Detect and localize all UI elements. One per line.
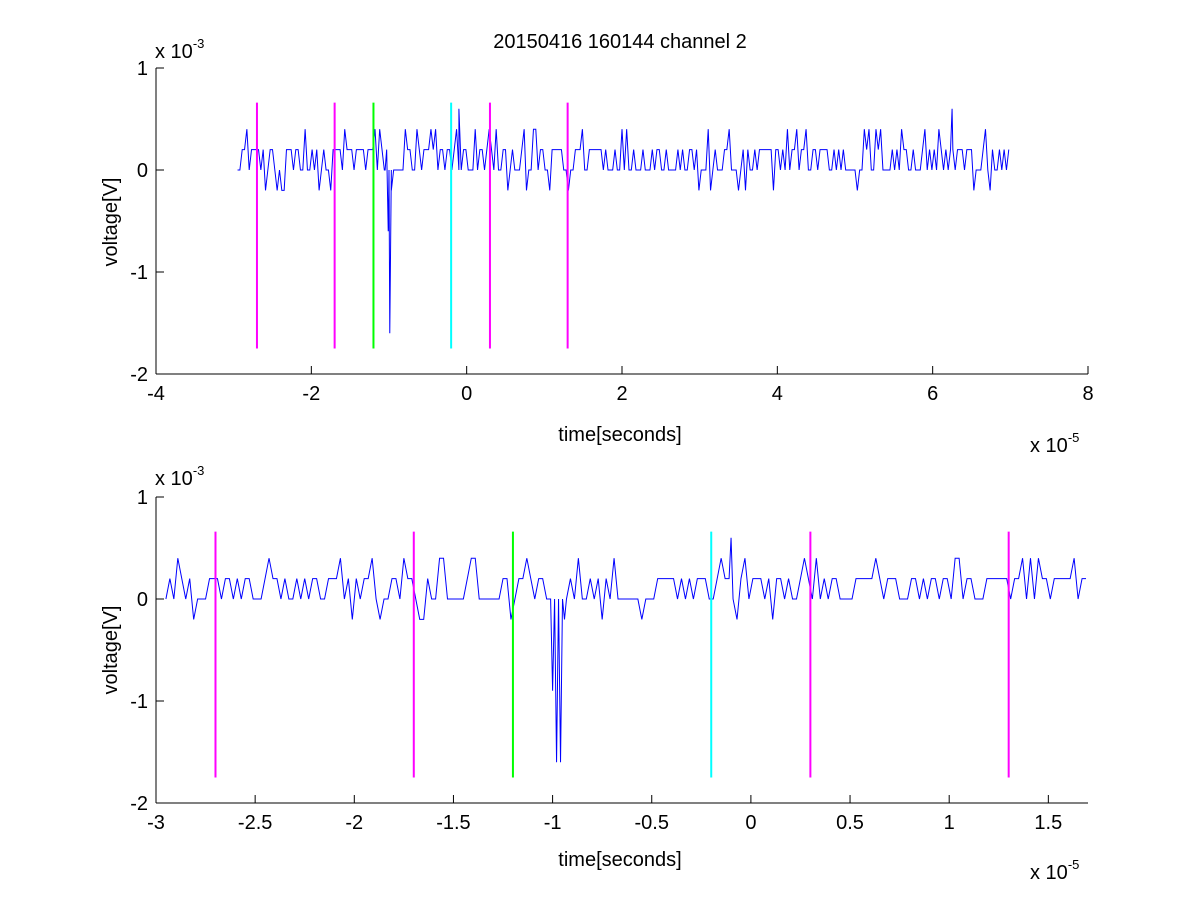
chart-bottom: x 10-3 -3 -2.5 -2 -1.5 -1 -0.5 0 0.5 1 1.5-2-101 … bbox=[100, 463, 1088, 884]
y-tick-label: 1 bbox=[137, 487, 148, 509]
x-exponent-label: x 10-5 bbox=[1030, 857, 1079, 884]
x-tick-label: 4 bbox=[772, 383, 783, 405]
x-tick-label: 1 bbox=[944, 812, 955, 834]
x-tick-label: -2 bbox=[302, 383, 320, 405]
x-tick-label: -2 bbox=[345, 812, 363, 834]
signal-line bbox=[165, 537, 1087, 763]
x-tick-label: -1 bbox=[544, 812, 562, 834]
y-tick-label: -1 bbox=[130, 262, 148, 284]
x-axis-label: time[seconds] bbox=[558, 424, 681, 446]
x-tick-label: 0 bbox=[745, 812, 756, 834]
y-tick-label: -2 bbox=[130, 364, 148, 386]
y-tick-label: 0 bbox=[137, 589, 148, 611]
x-tick-label: 0.5 bbox=[836, 812, 864, 834]
x-tick-label: 2 bbox=[616, 383, 627, 405]
y-exponent-label: x 10-3 bbox=[155, 36, 204, 63]
x-tick-label: -1.5 bbox=[436, 812, 470, 834]
x-tick-label: -0.5 bbox=[635, 812, 669, 834]
y-axis-label: voltage[V] bbox=[100, 178, 122, 267]
x-tick-label: 8 bbox=[1082, 383, 1093, 405]
chart-title: 20150416 160144 channel 2 bbox=[493, 31, 747, 53]
plot-area: -3 -2.5 -2 -1.5 -1 -0.5 0 0.5 1 1.5 -2 -1 0 1 bbox=[130, 487, 1088, 834]
y-tick-label: 0 bbox=[137, 160, 148, 182]
plot-area: -4 -2 0 2 4 6 8-2-101 bbox=[130, 58, 1093, 405]
y-exponent-label: x 10-3 bbox=[155, 463, 204, 490]
x-axis-label: time[seconds] bbox=[558, 849, 681, 871]
x-tick-label: 6 bbox=[927, 383, 938, 405]
x-tick-label: 1.5 bbox=[1034, 812, 1062, 834]
x-tick-label: -3 bbox=[147, 812, 165, 834]
x-tick-label: -4 bbox=[147, 383, 165, 405]
y-tick-label: -2 bbox=[130, 793, 148, 815]
y-tick-label: -1 bbox=[130, 691, 148, 713]
x-tick-label: -2.5 bbox=[238, 812, 272, 834]
chart-top: 20150416 160144 channel 2 x 10-3 -4 -2 0 2 4… bbox=[100, 31, 1094, 457]
x-exponent-label: x 10-5 bbox=[1030, 430, 1079, 457]
signal-line bbox=[237, 108, 1010, 334]
y-axis-label: voltage[V] bbox=[100, 606, 122, 695]
y-tick-label: 1 bbox=[137, 58, 148, 80]
x-tick-label: 0 bbox=[461, 383, 472, 405]
